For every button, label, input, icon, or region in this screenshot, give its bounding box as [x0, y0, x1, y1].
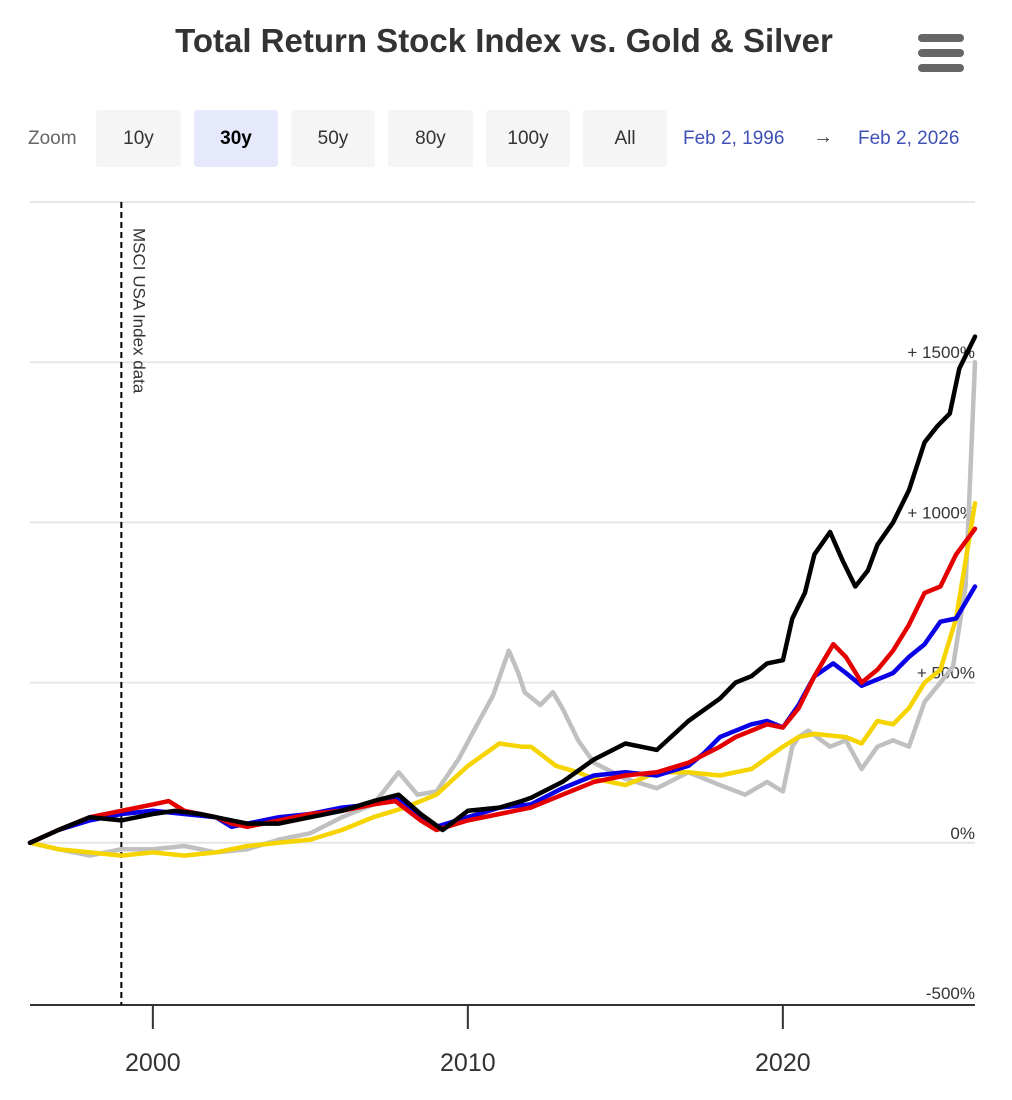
zoom-80y-button[interactable]: 80y: [388, 110, 473, 167]
range-arrow-icon: →: [813, 126, 833, 148]
zoom-10y-button[interactable]: 10y: [96, 110, 181, 167]
zoom-50y-button[interactable]: 50y: [291, 110, 375, 167]
zoom-label: Zoom: [28, 128, 77, 149]
series-line-1: [27, 526, 978, 846]
zoom-all-button[interactable]: All: [583, 110, 667, 167]
y-tick-label: + 1500%: [907, 343, 975, 362]
range-end-date[interactable]: Feb 2, 2026: [858, 128, 960, 149]
chart-title: Total Return Stock Index vs. Gold & Silv…: [175, 22, 833, 59]
series-line-2: [27, 584, 978, 846]
zoom-30y-button[interactable]: 30y: [194, 110, 278, 167]
x-tick-label: 2010: [440, 1049, 496, 1077]
series-line-3: [27, 500, 978, 858]
series-line-4: [27, 359, 978, 858]
y-tick-label: 0%: [950, 824, 975, 843]
y-tick-label: + 1000%: [907, 503, 975, 522]
y-tick-label: -500%: [926, 984, 975, 1003]
annotation-label: MSCI USA Index data: [129, 228, 148, 394]
x-tick-label: 2020: [755, 1049, 811, 1077]
zoom-100y-button[interactable]: 100y: [486, 110, 570, 167]
series-line-0: [27, 334, 978, 846]
x-tick-label: 2000: [125, 1049, 181, 1077]
range-start-date[interactable]: Feb 2, 1996: [683, 128, 785, 149]
hamburger-menu-icon[interactable]: [918, 34, 966, 72]
